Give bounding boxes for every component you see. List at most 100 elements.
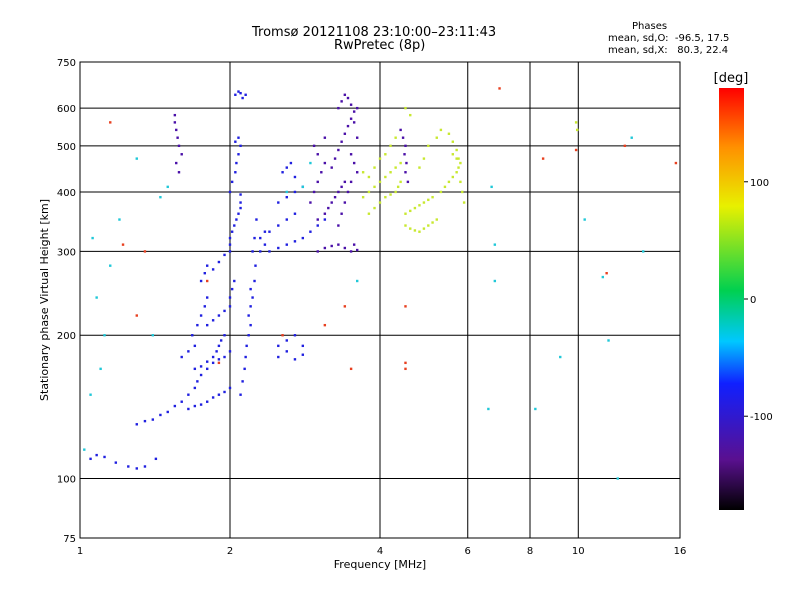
data-point xyxy=(135,157,138,160)
data-point xyxy=(196,380,199,383)
data-point xyxy=(268,250,271,253)
data-point xyxy=(349,117,353,120)
data-point xyxy=(239,91,242,95)
data-point xyxy=(607,339,610,342)
data-point xyxy=(394,190,397,194)
data-point xyxy=(352,161,356,165)
data-point xyxy=(378,201,382,204)
data-point xyxy=(384,153,387,156)
data-point xyxy=(309,201,312,204)
data-point xyxy=(199,279,203,283)
data-point xyxy=(253,279,256,283)
data-point xyxy=(422,227,426,230)
data-point xyxy=(601,275,605,279)
data-point xyxy=(249,323,252,327)
data-point xyxy=(343,246,347,250)
data-point xyxy=(199,403,203,406)
data-point xyxy=(367,175,371,179)
data-point xyxy=(394,166,397,169)
data-point xyxy=(103,334,106,337)
data-point xyxy=(135,423,138,426)
chart-title: Tromsø 20121108 23:10:00–23:11:43 xyxy=(252,25,497,40)
data-point xyxy=(330,201,333,204)
data-point xyxy=(241,380,244,383)
data-point xyxy=(642,250,645,253)
data-point xyxy=(316,224,319,227)
data-point xyxy=(293,212,297,215)
data-point xyxy=(343,93,347,96)
data-point xyxy=(343,201,347,204)
data-point xyxy=(431,221,434,224)
data-point xyxy=(293,358,297,361)
data-point xyxy=(239,393,242,396)
phases-heading: Phases xyxy=(632,21,668,32)
colorbar-tick-label: 100 xyxy=(750,178,769,189)
data-point xyxy=(316,180,319,184)
data-point xyxy=(340,140,343,143)
data-point xyxy=(193,367,197,371)
data-point xyxy=(176,136,179,139)
data-point xyxy=(127,465,130,468)
data-point xyxy=(109,121,112,124)
data-point xyxy=(337,190,340,194)
data-point xyxy=(191,334,194,337)
data-point xyxy=(234,140,237,143)
data-point xyxy=(285,339,288,342)
data-point xyxy=(143,465,147,468)
data-point xyxy=(455,171,458,174)
data-point xyxy=(399,180,402,184)
data-point xyxy=(323,246,327,250)
data-point xyxy=(323,218,327,221)
data-point xyxy=(457,157,460,160)
y-tick-label: 75 xyxy=(63,534,76,545)
data-point xyxy=(399,161,402,165)
data-point xyxy=(459,180,462,184)
data-point xyxy=(534,407,537,411)
data-point xyxy=(355,136,359,139)
data-point xyxy=(361,195,365,199)
data-point xyxy=(674,161,678,165)
data-point xyxy=(541,157,545,160)
data-point xyxy=(493,243,497,246)
data-point xyxy=(285,350,288,353)
data-point xyxy=(95,453,98,457)
data-point xyxy=(574,121,578,124)
data-point xyxy=(235,218,238,221)
data-point xyxy=(312,144,316,148)
data-point xyxy=(301,236,305,240)
data-point xyxy=(394,136,397,139)
data-point xyxy=(263,243,267,246)
data-point xyxy=(215,350,218,353)
data-point xyxy=(247,314,250,317)
colorbar-tick-label: 0 xyxy=(750,295,756,306)
data-point xyxy=(355,106,359,110)
data-point xyxy=(605,272,608,275)
data-point xyxy=(259,250,262,253)
data-point xyxy=(404,305,407,308)
data-point xyxy=(323,161,327,165)
data-point xyxy=(418,204,421,207)
data-point xyxy=(234,171,237,174)
data-point xyxy=(447,180,451,184)
data-point xyxy=(237,90,240,93)
data-point xyxy=(217,393,221,396)
data-point xyxy=(241,96,244,100)
data-point xyxy=(223,390,226,394)
data-point xyxy=(389,144,392,148)
data-point xyxy=(413,229,417,232)
data-point xyxy=(340,185,343,189)
data-point xyxy=(135,467,138,470)
data-point xyxy=(121,243,125,246)
data-point xyxy=(422,201,426,204)
data-point xyxy=(277,224,280,227)
grid-lines xyxy=(80,62,680,538)
data-point xyxy=(180,153,183,156)
data-point xyxy=(404,361,407,365)
data-point xyxy=(234,93,237,96)
y-tick-label: 300 xyxy=(57,247,76,258)
data-point xyxy=(193,404,197,408)
data-point xyxy=(223,253,226,257)
data-point xyxy=(301,353,305,356)
data-point xyxy=(143,250,147,253)
y-axis-label: Stationary phase Virtual Height [km] xyxy=(38,199,51,401)
